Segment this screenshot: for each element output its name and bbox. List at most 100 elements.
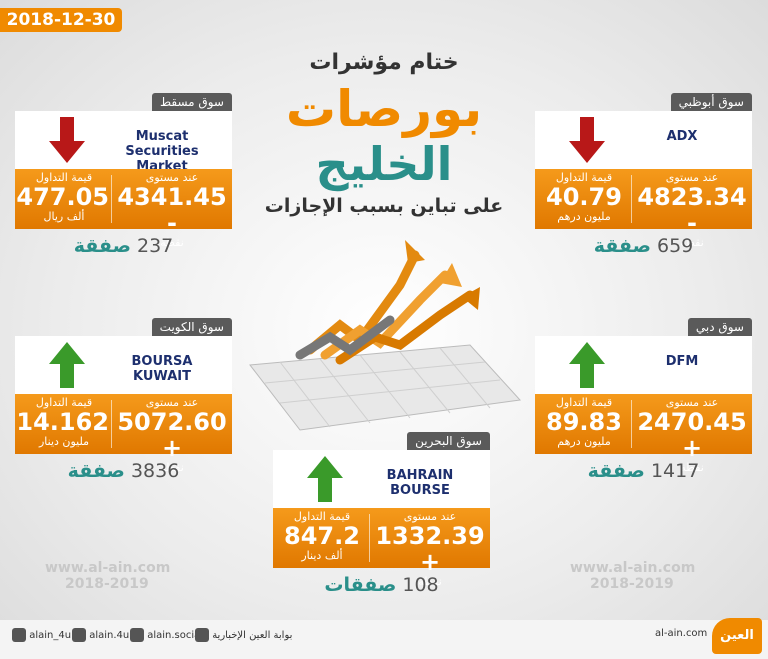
market-card: سوق مسقط Muscat Securities Market عند مستو… — [15, 93, 232, 263]
market-name: سوق مسقط — [152, 93, 232, 111]
card-top: DFM — [535, 336, 752, 394]
deals: 237 صفقة — [15, 235, 232, 257]
level-value: 4341.45 — [117, 183, 227, 211]
level-sign: + — [681, 434, 703, 462]
card-top: BOURSA KUWAIT — [15, 336, 232, 394]
market-card: سوق أبوظبي ADX عند مستوى 4823.34 - نقطة قيمة … — [535, 93, 752, 263]
trade-unit: ألف ريال — [43, 210, 85, 223]
level-unit: نقطة — [160, 236, 184, 249]
deals: 659 صفقة — [535, 235, 752, 257]
twitter-handle: alain_4u — [29, 630, 72, 641]
level-sign: - — [167, 209, 177, 237]
level-row: 5072.60 + — [116, 409, 228, 461]
market-name: سوق الكويت — [151, 318, 232, 336]
facebook-handle: alain.social — [147, 630, 204, 641]
card-values: عند مستوى 1332.39 + نقطة قيمة التداول 847.2 أ… — [273, 508, 490, 588]
deals: 1417 صفقة — [535, 460, 752, 482]
trade-col: قيمة التداول 477.05 ألف ريال — [16, 171, 109, 223]
divider — [369, 514, 370, 562]
trade-value: 40.79 — [546, 183, 622, 211]
level-sign: - — [687, 209, 697, 237]
card-top: BAHRAIN BOURSE — [273, 450, 490, 508]
market-card: سوق دبي DFM عند مستوى 2470.45 + نقطة قيمة الت… — [535, 318, 752, 488]
title-line: ختام مؤشرات — [309, 50, 459, 75]
market-name: سوق دبي — [687, 318, 752, 336]
card-values: عند مستوى 5072.60 + نقطة قيمة التداول 14.162… — [15, 394, 232, 474]
market-name: سوق أبوظبي — [670, 93, 752, 111]
level-col: عند مستوى 4823.34 - نقطة — [636, 171, 748, 249]
deals-count: 1417 — [650, 460, 700, 482]
watermark: www.al-ain.com 2018-2019 — [570, 560, 695, 592]
card-values: عند مستوى 4823.34 - نقطة قيمة التداول 40.79 م… — [535, 169, 752, 249]
trade-value: 14.162 — [16, 408, 109, 436]
level-label: عند مستوى — [665, 171, 719, 184]
instagram[interactable]: alain.4u — [72, 628, 129, 642]
watermark-url: www.al-ain.com — [45, 560, 171, 576]
footer-bar — [0, 620, 768, 659]
watermark: www.al-ain.com 2018-2019 — [45, 560, 170, 592]
deals: 3836 صفقة — [15, 460, 232, 482]
deals-word: صفقة — [593, 235, 651, 257]
arrow-up — [49, 342, 85, 388]
level-unit: نقطة — [418, 575, 442, 588]
market-card: سوق البحرين BAHRAIN BOURSE عند مستوى 1332.3… — [273, 432, 490, 602]
level-row: 2470.45 + — [636, 409, 748, 461]
trade-unit: مليون درهم — [557, 210, 611, 223]
trade-col: قيمة التداول 40.79 مليون درهم — [539, 171, 629, 223]
market-name: سوق البحرين — [407, 432, 490, 450]
divider — [111, 175, 112, 223]
youtube-handle: بوابة العين الإخبارية — [212, 630, 293, 641]
trade-value: 847.2 — [284, 522, 360, 550]
level-label: عند مستوى — [145, 396, 199, 409]
level-sign: + — [419, 548, 441, 576]
level-label: عند مستوى — [665, 396, 719, 409]
trade-label: قيمة التداول — [555, 396, 613, 409]
market-logo: BAHRAIN BOURSE — [386, 468, 454, 498]
level-sign: + — [161, 434, 183, 462]
trade-unit: مليون دينار — [38, 435, 90, 448]
deals-count: 3836 — [130, 460, 180, 482]
market-logo: ADX — [666, 129, 698, 144]
brand-logo: العين — [712, 618, 762, 654]
watermark-years: 2018-2019 — [65, 576, 149, 592]
chart-illustration — [249, 240, 522, 431]
trade-col: قيمة التداول 89.83 مليون درهم — [539, 396, 629, 448]
deals-count: 108 — [402, 574, 439, 596]
trade-label: قيمة التداول — [293, 510, 351, 523]
level-unit: نقطة — [160, 461, 184, 474]
level-label: عند مستوى — [403, 510, 457, 523]
date: 2018-12-30 — [0, 8, 122, 32]
title-sub: الخليج — [315, 137, 453, 191]
trade-value: 477.05 — [16, 183, 109, 211]
level-row: 4341.45 - — [116, 184, 228, 236]
level-col: عند مستوى 5072.60 + نقطة — [116, 396, 228, 474]
youtube[interactable]: بوابة العين الإخبارية — [195, 628, 292, 642]
deals-count: 237 — [137, 235, 174, 257]
facebook[interactable]: alain.social — [130, 628, 203, 642]
trade-col: قيمة التداول 14.162 مليون دينار — [16, 396, 109, 448]
level-value: 4823.34 — [637, 183, 747, 211]
card-top: ADX — [535, 111, 752, 169]
website[interactable]: al-ain.com — [655, 628, 708, 639]
market-card: سوق الكويت BOURSA KUWAIT عند مستوى 5072.60 … — [15, 318, 232, 488]
level-value: 5072.60 — [117, 408, 227, 436]
watermark-url: www.al-ain.com — [570, 560, 696, 576]
deals-count: 659 — [657, 235, 694, 257]
level-value: 2470.45 — [637, 408, 747, 436]
card-values: عند مستوى 4341.45 - نقطة قيمة التداول 477.05… — [15, 169, 232, 249]
twitter[interactable]: alain_4u — [12, 628, 71, 642]
instagram-handle: alain.4u — [89, 630, 130, 641]
level-unit: نقطة — [680, 461, 704, 474]
trade-value: 89.83 — [546, 408, 622, 436]
divider — [631, 175, 632, 223]
divider — [111, 400, 112, 448]
arrow-down — [569, 117, 605, 163]
trade-col: قيمة التداول 847.2 ألف دينار — [277, 510, 367, 562]
arrow-up — [307, 456, 343, 502]
card-values: عند مستوى 2470.45 + نقطة قيمة التداول 89.83 م… — [535, 394, 752, 474]
trade-label: قيمة التداول — [35, 171, 93, 184]
arrow-down — [49, 117, 85, 163]
trade-label: قيمة التداول — [35, 396, 93, 409]
card-top: Muscat Securities Market — [15, 111, 232, 174]
